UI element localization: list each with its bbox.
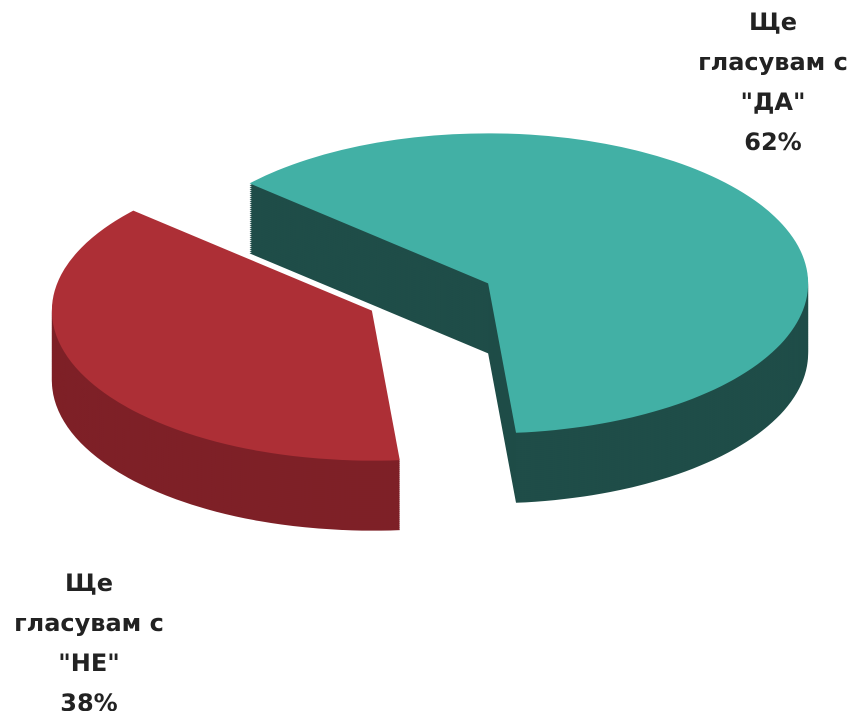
slice-label: Ще гласувам с "НЕ" 38% <box>4 563 174 711</box>
category-label: Ще гласувам с "ДА" <box>698 8 848 116</box>
slice-label: Ще гласувам с "ДА" 62% <box>688 2 857 162</box>
slice <box>51 210 400 461</box>
category-label: Ще гласувам с "НЕ" <box>14 569 164 677</box>
value-label: 38% <box>60 689 118 711</box>
value-label: 62% <box>744 128 802 156</box>
slice <box>249 133 809 433</box>
